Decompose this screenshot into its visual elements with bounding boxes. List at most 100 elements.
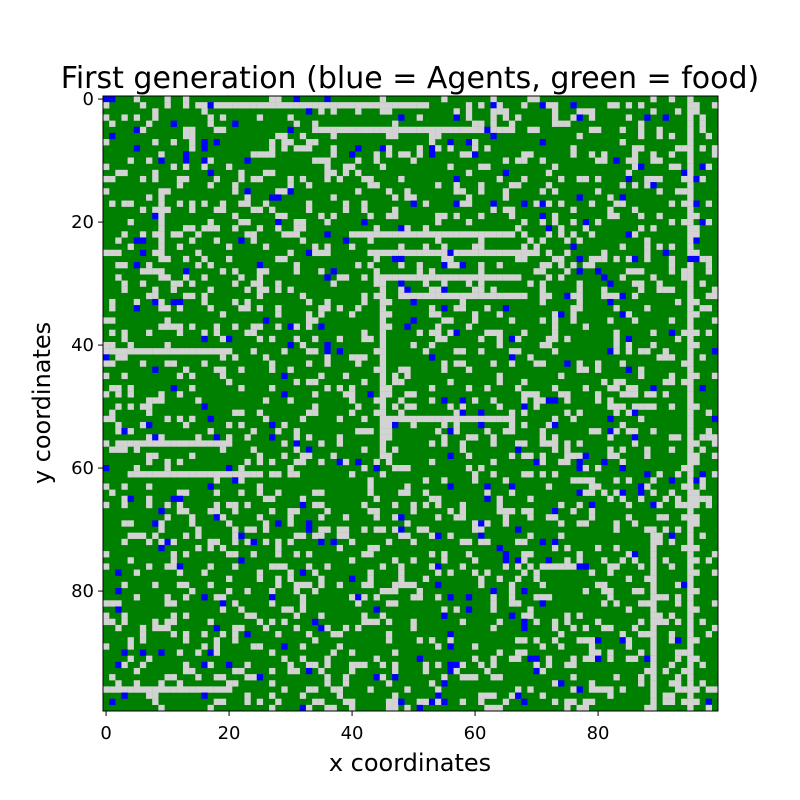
empty-cell — [687, 231, 694, 238]
empty-cell — [164, 96, 171, 103]
empty-cell — [422, 102, 430, 109]
empty-cell — [207, 538, 214, 546]
empty-cell — [158, 471, 165, 478]
empty-cell — [570, 563, 577, 570]
empty-cell — [687, 440, 694, 447]
empty-cell — [490, 274, 497, 281]
agent-cell — [287, 126, 294, 134]
empty-cell — [607, 569, 614, 576]
empty-cell — [355, 126, 362, 134]
empty-cell — [226, 686, 233, 693]
empty-cell — [422, 225, 430, 232]
empty-cell — [398, 102, 405, 109]
empty-cell — [281, 231, 288, 238]
agent-cell — [441, 612, 448, 619]
empty-cell — [662, 618, 669, 626]
empty-cell — [182, 637, 190, 644]
empty-cell — [367, 575, 374, 582]
empty-cell — [287, 286, 294, 293]
empty-cell — [324, 385, 331, 392]
empty-cell — [238, 471, 245, 478]
empty-cell — [385, 126, 393, 134]
empty-cell — [687, 378, 694, 386]
empty-cell — [269, 667, 276, 675]
agent-cell — [539, 600, 546, 607]
empty-cell — [478, 348, 485, 355]
empty-cell — [379, 391, 387, 398]
agent-cell — [305, 520, 313, 527]
agent-cell — [490, 200, 497, 207]
empty-cell — [687, 317, 694, 324]
empty-cell — [478, 188, 485, 195]
agent-cell — [176, 495, 184, 503]
empty-cell — [324, 126, 331, 134]
empty-cell — [170, 471, 177, 478]
agent-cell — [453, 329, 460, 336]
empty-cell — [588, 428, 596, 435]
empty-cell — [269, 169, 276, 177]
empty-cell — [570, 114, 577, 121]
empty-cell — [705, 305, 712, 312]
empty-cell — [619, 126, 626, 134]
empty-cell — [687, 311, 694, 318]
empty-cell — [441, 477, 448, 484]
empty-cell — [668, 163, 676, 170]
empty-cell — [570, 655, 577, 662]
empty-cell — [318, 526, 325, 533]
empty-cell — [693, 342, 700, 349]
empty-cell — [299, 145, 307, 152]
empty-cell — [281, 132, 288, 140]
empty-cell — [336, 102, 343, 109]
empty-cell — [269, 335, 276, 343]
empty-cell — [650, 538, 657, 546]
empty-cell — [213, 674, 220, 681]
empty-cell — [121, 581, 128, 589]
empty-cell — [176, 415, 184, 423]
empty-cell — [588, 569, 596, 576]
empty-cell — [238, 175, 245, 183]
empty-cell — [219, 594, 227, 601]
empty-cell — [219, 440, 227, 447]
empty-cell — [158, 624, 165, 632]
empty-cell — [674, 471, 682, 478]
empty-cell — [441, 231, 448, 238]
empty-cell — [219, 544, 227, 552]
empty-cell — [349, 667, 356, 675]
empty-cell — [355, 102, 362, 109]
agent-cell — [226, 335, 233, 343]
empty-cell — [711, 600, 719, 607]
agent-cell — [410, 317, 417, 324]
empty-cell — [428, 274, 436, 281]
empty-cell — [576, 551, 583, 558]
agent-cell — [103, 354, 110, 361]
empty-cell — [502, 126, 510, 134]
empty-cell — [109, 686, 116, 693]
empty-cell — [527, 606, 534, 613]
empty-cell — [189, 139, 196, 146]
empty-cell — [305, 551, 313, 558]
empty-cell — [324, 175, 331, 183]
empty-cell — [441, 274, 448, 281]
empty-cell — [502, 108, 510, 115]
agent-cell — [668, 329, 676, 336]
empty-cell — [115, 440, 122, 447]
empty-cell — [613, 520, 620, 527]
empty-cell — [508, 600, 516, 607]
empty-cell — [201, 200, 208, 207]
empty-cell — [601, 255, 608, 263]
agent-cell — [287, 323, 294, 330]
empty-cell — [195, 262, 202, 269]
empty-cell — [355, 661, 362, 669]
empty-cell — [287, 139, 294, 146]
empty-cell — [416, 102, 423, 109]
empty-cell — [379, 354, 387, 361]
empty-cell — [170, 231, 177, 238]
empty-cell — [650, 108, 657, 115]
empty-cell — [650, 563, 657, 570]
empty-cell — [638, 588, 645, 595]
empty-cell — [293, 262, 300, 269]
empty-cell — [428, 132, 436, 140]
empty-cell — [189, 126, 196, 134]
empty-cell — [705, 200, 712, 207]
empty-cell — [127, 428, 134, 435]
